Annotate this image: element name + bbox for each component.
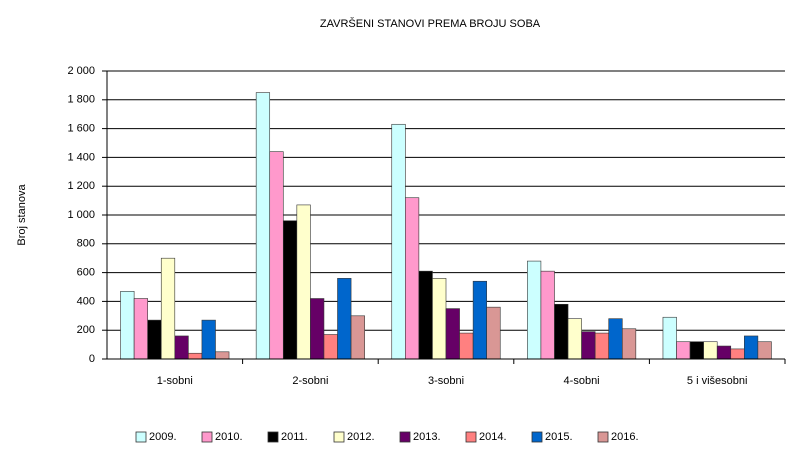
bar (282, 220, 298, 360)
bar (527, 260, 542, 360)
bar (567, 318, 582, 360)
bar (147, 319, 162, 360)
bar (418, 270, 433, 360)
bar (188, 352, 203, 360)
y-tick-label: 800 (77, 238, 95, 250)
legend-label: 2013. (413, 431, 441, 443)
legend-swatch (267, 431, 279, 443)
legend-swatch (465, 431, 477, 443)
y-tick-label: 1 600 (67, 123, 95, 135)
y-axis-label: Broj stanova (16, 184, 28, 246)
legend-label: 2014. (479, 431, 507, 443)
x-tick-label: 4-sobni (564, 375, 600, 387)
y-tick-label: 400 (77, 295, 95, 307)
x-tick-label: 2-sobni (292, 375, 328, 387)
legend-label: 2015. (545, 431, 573, 443)
y-tick-label: 1 800 (67, 94, 95, 106)
bar (744, 335, 759, 360)
bar (716, 345, 732, 360)
bar (405, 197, 420, 360)
x-tick-label: 5 i višesobni (687, 375, 748, 387)
y-tick-label: 200 (77, 324, 95, 336)
legend-label: 2009. (149, 431, 177, 443)
bar (350, 315, 365, 360)
y-tick-label: 0 (89, 353, 95, 365)
bar (215, 351, 230, 360)
bar (594, 332, 610, 360)
bar (757, 341, 772, 360)
bar (391, 123, 406, 360)
legend-swatch (135, 431, 147, 443)
legend-swatch (597, 431, 609, 443)
bar (540, 270, 555, 360)
bar (310, 298, 325, 360)
x-tick-label: 1-sobni (157, 375, 193, 387)
y-tick-label: 600 (77, 267, 95, 279)
bar (174, 335, 189, 360)
bar (703, 341, 718, 360)
bar (255, 92, 271, 360)
legend-swatch (531, 431, 543, 443)
bar (554, 303, 569, 360)
bar (337, 278, 352, 360)
x-tick-label: 3-sobni (428, 375, 464, 387)
bar (486, 306, 501, 360)
bar (676, 341, 691, 360)
y-tick-label: 1 200 (67, 180, 95, 192)
bar (608, 318, 623, 360)
bar (201, 319, 216, 360)
bar (269, 151, 284, 360)
bar (296, 204, 311, 360)
legend-label: 2010. (215, 431, 243, 443)
bar (160, 257, 176, 360)
legend-label: 2012. (347, 431, 375, 443)
y-tick-label: 2 000 (67, 65, 95, 77)
bar (459, 332, 474, 360)
bar (662, 316, 677, 360)
chart-title: ZAVRŠENI STANOVI PREMA BROJU SOBA (320, 17, 541, 30)
legend-swatch (201, 431, 213, 443)
legend-label: 2011. (281, 431, 308, 443)
legend-swatch (333, 431, 345, 443)
bar (730, 348, 745, 360)
legend-label: 2016. (611, 431, 639, 443)
bar (133, 298, 148, 360)
y-tick-label: 1 400 (67, 151, 95, 163)
bar (621, 328, 637, 360)
bar (581, 331, 596, 360)
y-tick-label: 1 000 (67, 209, 95, 221)
bar (472, 280, 487, 360)
legend-swatch (399, 431, 411, 443)
bar (323, 334, 338, 360)
bar (120, 291, 135, 360)
bar (445, 308, 460, 360)
bar (432, 278, 447, 360)
bar (689, 341, 704, 360)
